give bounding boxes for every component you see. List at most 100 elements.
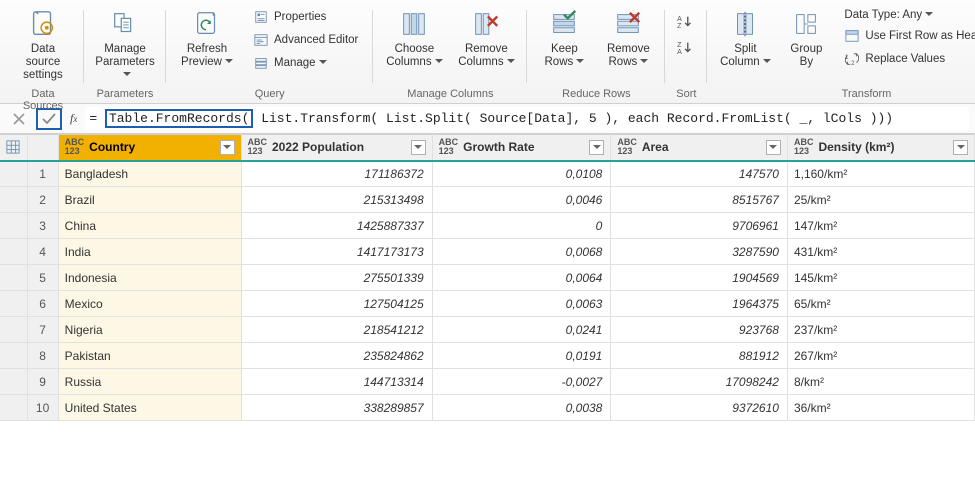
cell-growth[interactable]: 0,0241 (432, 317, 611, 343)
cell-country[interactable]: China (58, 213, 241, 239)
column-filter-button[interactable] (589, 140, 604, 155)
replace-values-button[interactable]: 12 Replace Values (837, 48, 975, 70)
row-number[interactable]: 4 (27, 239, 58, 265)
cell-growth[interactable]: 0 (432, 213, 611, 239)
cell-country[interactable]: Russia (58, 369, 241, 395)
manage-parameters-button[interactable]: Manage Parameters (92, 4, 158, 86)
table-row[interactable]: 6Mexico1275041250,0063196437565/km² (0, 291, 975, 317)
cell-pop[interactable]: 1417173173 (241, 239, 432, 265)
cell-country[interactable]: Pakistan (58, 343, 241, 369)
cell-country[interactable]: United States (58, 395, 241, 421)
cell-growth[interactable]: 0,0068 (432, 239, 611, 265)
split-column-button[interactable]: Split Column (715, 4, 775, 72)
column-header-area[interactable]: ABC123Area (611, 135, 788, 161)
table-corner-button[interactable] (0, 135, 27, 161)
row-number[interactable]: 10 (27, 395, 58, 421)
cell-area[interactable]: 1964375 (611, 291, 788, 317)
manage-query-button[interactable]: Manage (246, 52, 365, 74)
table-row[interactable]: 5Indonesia2755013390,00641904569145/km² (0, 265, 975, 291)
cell-pop[interactable]: 215313498 (241, 187, 432, 213)
cell-growth[interactable]: 0,0046 (432, 187, 611, 213)
cell-country[interactable]: Mexico (58, 291, 241, 317)
cell-country[interactable]: Brazil (58, 187, 241, 213)
cell-density[interactable]: 36/km² (787, 395, 974, 421)
first-row-headers-button[interactable]: Use First Row as Headers (837, 25, 975, 47)
row-number[interactable]: 9 (27, 369, 58, 395)
column-type-icon[interactable]: ABC123 (439, 138, 459, 156)
sort-asc-button[interactable]: AZ (673, 10, 699, 34)
row-number[interactable]: 3 (27, 213, 58, 239)
table-row[interactable]: 3China142588733709706961147/km² (0, 213, 975, 239)
column-header-pop[interactable]: ABC1232022 Population (241, 135, 432, 161)
row-number[interactable]: 8 (27, 343, 58, 369)
cell-area[interactable]: 8515767 (611, 187, 788, 213)
data-type-button[interactable]: Data Type: Any (837, 6, 975, 24)
column-header-growth[interactable]: ABC123Growth Rate (432, 135, 611, 161)
cell-area[interactable]: 17098242 (611, 369, 788, 395)
column-filter-button[interactable] (220, 140, 235, 155)
cell-density[interactable]: 1,160/km² (787, 161, 974, 187)
table-row[interactable]: 1Bangladesh1711863720,01081475701,160/km… (0, 161, 975, 187)
column-type-icon[interactable]: ABC123 (794, 138, 814, 156)
keep-rows-button[interactable]: Keep Rows (535, 4, 593, 72)
cell-area[interactable]: 9706961 (611, 213, 788, 239)
table-row[interactable]: 8Pakistan2358248620,0191881912267/km² (0, 343, 975, 369)
cell-area[interactable]: 881912 (611, 343, 788, 369)
column-type-icon[interactable]: ABC123 (248, 138, 268, 156)
cell-pop[interactable]: 127504125 (241, 291, 432, 317)
cell-pop[interactable]: 235824862 (241, 343, 432, 369)
cell-density[interactable]: 431/km² (787, 239, 974, 265)
cell-density[interactable]: 267/km² (787, 343, 974, 369)
cell-density[interactable]: 65/km² (787, 291, 974, 317)
remove-rows-button[interactable]: Remove Rows (599, 4, 657, 72)
table-row[interactable]: 9Russia144713314-0,0027170982428/km² (0, 369, 975, 395)
cell-growth[interactable]: 0,0038 (432, 395, 611, 421)
cell-pop[interactable]: 218541212 (241, 317, 432, 343)
cell-area[interactable]: 9372610 (611, 395, 788, 421)
table-row[interactable]: 2Brazil2153134980,0046851576725/km² (0, 187, 975, 213)
column-filter-button[interactable] (411, 140, 426, 155)
cell-pop[interactable]: 275501339 (241, 265, 432, 291)
cell-growth[interactable]: -0,0027 (432, 369, 611, 395)
table-row[interactable]: 4India14171731730,00683287590431/km² (0, 239, 975, 265)
cell-growth[interactable]: 0,0108 (432, 161, 611, 187)
table-row[interactable]: 10United States3382898570,0038937261036/… (0, 395, 975, 421)
cell-area[interactable]: 3287590 (611, 239, 788, 265)
cell-area[interactable]: 923768 (611, 317, 788, 343)
cell-country[interactable]: Nigeria (58, 317, 241, 343)
formula-input[interactable]: = Table.FromRecords( List.Transform( Lis… (85, 107, 969, 130)
column-filter-button[interactable] (766, 140, 781, 155)
cell-pop[interactable]: 338289857 (241, 395, 432, 421)
remove-columns-button[interactable]: Remove Columns (453, 4, 519, 72)
cell-country[interactable]: India (58, 239, 241, 265)
cell-density[interactable]: 147/km² (787, 213, 974, 239)
column-header-country[interactable]: ABC123Country (58, 135, 241, 161)
cell-density[interactable]: 237/km² (787, 317, 974, 343)
advanced-editor-button[interactable]: Advanced Editor (246, 29, 365, 51)
row-number[interactable]: 6 (27, 291, 58, 317)
cell-density[interactable]: 145/km² (787, 265, 974, 291)
refresh-preview-button[interactable]: Refresh Preview (174, 4, 240, 72)
row-number[interactable]: 1 (27, 161, 58, 187)
data-source-settings-button[interactable]: Data source settings (10, 4, 76, 86)
cell-density[interactable]: 8/km² (787, 369, 974, 395)
properties-button[interactable]: Properties (246, 6, 365, 28)
cell-pop[interactable]: 171186372 (241, 161, 432, 187)
column-type-icon[interactable]: ABC123 (65, 138, 85, 156)
cell-country[interactable]: Bangladesh (58, 161, 241, 187)
row-number[interactable]: 5 (27, 265, 58, 291)
data-grid[interactable]: ABC123CountryABC1232022 PopulationABC123… (0, 134, 975, 501)
column-filter-button[interactable] (953, 140, 968, 155)
choose-columns-button[interactable]: Choose Columns (381, 4, 447, 72)
column-type-icon[interactable]: ABC123 (617, 138, 637, 156)
cell-area[interactable]: 147570 (611, 161, 788, 187)
cell-pop[interactable]: 1425887337 (241, 213, 432, 239)
group-by-button[interactable]: Group By (781, 4, 831, 72)
sort-desc-button[interactable]: ZA (673, 36, 699, 60)
cell-pop[interactable]: 144713314 (241, 369, 432, 395)
cell-density[interactable]: 25/km² (787, 187, 974, 213)
table-row[interactable]: 7Nigeria2185412120,0241923768237/km² (0, 317, 975, 343)
cell-growth[interactable]: 0,0191 (432, 343, 611, 369)
cell-growth[interactable]: 0,0063 (432, 291, 611, 317)
cell-country[interactable]: Indonesia (58, 265, 241, 291)
